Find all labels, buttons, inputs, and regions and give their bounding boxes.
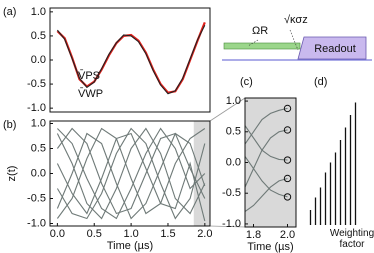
y-tick-label: -1.0 <box>222 218 241 230</box>
series-line <box>56 132 206 222</box>
readout-pulse <box>297 36 367 60</box>
y-axis-label: z(t) <box>6 166 18 182</box>
pointer <box>289 29 299 51</box>
series-line <box>56 127 206 219</box>
series-line <box>244 129 288 188</box>
series-line <box>56 132 206 220</box>
plot-frame <box>244 97 297 228</box>
panel-label: (b) <box>3 119 16 131</box>
rate-label: √κσz <box>284 14 308 26</box>
legend-label: V̄WP <box>78 87 103 100</box>
y-tick-label: -0.5 <box>27 78 46 90</box>
zoom-line <box>209 97 246 122</box>
drive-label: ΩR <box>252 25 268 37</box>
series-line <box>244 125 288 161</box>
end-marker <box>283 193 292 201</box>
y-tick-label: -0.5 <box>27 192 46 204</box>
x-tick-label: 2.0 <box>197 228 212 240</box>
x-tick-label: 1.5 <box>160 228 175 240</box>
series-line <box>56 127 206 220</box>
pointer <box>247 39 259 47</box>
end-marker <box>283 104 292 113</box>
x-tick-label: 1.8 <box>246 229 261 241</box>
series-line <box>244 156 288 198</box>
panel-label: (c) <box>240 76 253 88</box>
plot-background <box>245 98 296 227</box>
x-axis-label: Weighting factor <box>329 228 374 250</box>
x-tick-label: 2.0 <box>280 229 295 241</box>
x-axis-label: Time (µs) <box>107 240 153 252</box>
series-line <box>56 25 206 95</box>
y-tick-label: 0.0 <box>31 54 46 66</box>
plot-frame <box>49 7 211 113</box>
y-tick-label: 0.5 <box>31 30 46 42</box>
series-line <box>244 107 288 145</box>
highlight <box>193 121 210 226</box>
readout-label: Readout <box>314 43 356 55</box>
series-line <box>244 177 288 213</box>
end-marker <box>283 174 292 183</box>
legend-label: V̄PS <box>78 69 100 82</box>
series-line <box>56 127 206 215</box>
panel-label: (d) <box>314 76 327 88</box>
end-marker <box>283 156 292 164</box>
x-tick-label: 0.5 <box>87 228 102 240</box>
x-axis-label: Time (µs) <box>247 241 293 253</box>
series-line <box>56 21 206 94</box>
zoom-line <box>209 225 246 228</box>
plot-frame <box>49 120 211 227</box>
y-tick-label: 0.5 <box>226 126 241 138</box>
y-tick-label: 0.5 <box>31 142 46 154</box>
y-tick-label: -1.0 <box>27 102 46 114</box>
y-tick-label: -1.0 <box>27 217 46 229</box>
y-tick-label: 0.0 <box>226 156 241 168</box>
y-tick-label: 1.0 <box>226 95 241 107</box>
y-tick-label: -0.5 <box>222 187 241 199</box>
y-tick-label: 0.0 <box>31 167 46 179</box>
series-line <box>57 127 206 220</box>
panel-label: (a) <box>3 6 16 18</box>
y-tick-label: 1.0 <box>31 6 46 18</box>
drive-pulse <box>223 42 301 50</box>
series-line <box>56 127 206 220</box>
x-tick-label: 1.0 <box>123 228 138 240</box>
x-tick-label: 0.0 <box>50 228 65 240</box>
end-marker <box>283 126 292 134</box>
y-tick-label: 1.0 <box>31 117 46 129</box>
